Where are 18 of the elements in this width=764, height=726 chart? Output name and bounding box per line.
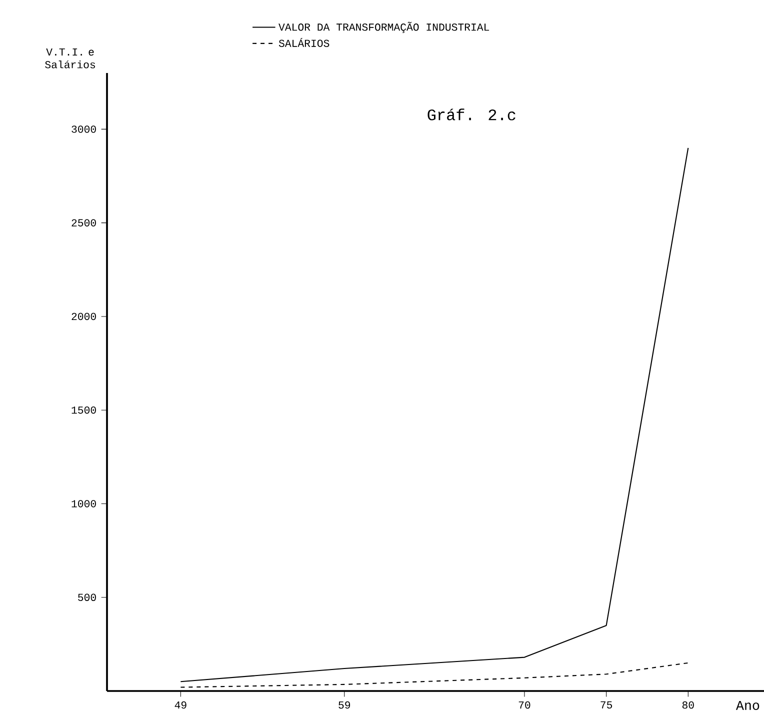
text: Gráf. 2.c [428, 108, 516, 120]
y-tick-label: 1500 [72, 406, 96, 414]
y-tick-label: 2000 [72, 312, 96, 320]
x-tick-label: 80 [682, 701, 694, 709]
line-series [180, 662, 689, 688]
line-series [180, 147, 689, 682]
legend-label: SALÁRIOS [278, 38, 330, 47]
y-tick-label: 2500 [72, 219, 96, 226]
x-tick-label: 75 [600, 701, 612, 709]
legend-label: VALOR DA TRANSFORMAÇÃO INDUSTRIAL [278, 22, 490, 33]
y-tick-label: 1000 [72, 500, 96, 508]
x-tick-label: 59 [338, 701, 350, 709]
y-axis-title: V.T.I. e Salários [45, 48, 96, 68]
x-tick-label: 49 [174, 701, 186, 709]
y-tick-label: 3000 [72, 126, 96, 133]
x-tick-label: 70 [518, 701, 530, 709]
y-tick-label: 500 [78, 594, 96, 601]
x-axis-title: Ano [736, 701, 760, 710]
